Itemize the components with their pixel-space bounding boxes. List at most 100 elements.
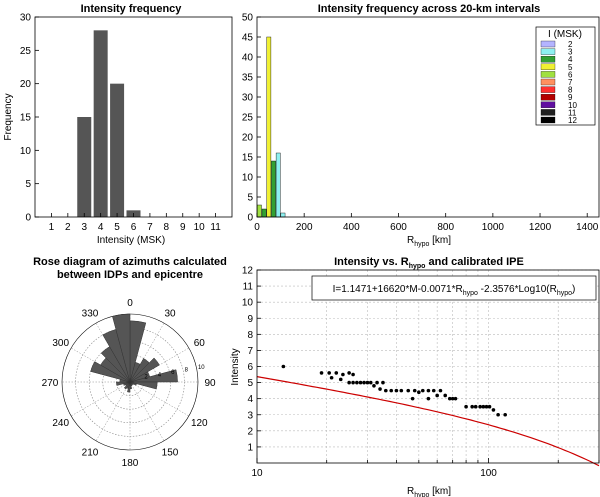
x-tick-label: 10 [251,468,263,479]
rose-radial-label: 2 [144,375,148,381]
x-tick-label: 2 [65,222,71,233]
data-point [426,396,431,401]
data-point [375,380,379,385]
legend-swatch-4 [540,56,556,63]
data-point [487,404,492,409]
data-point [319,371,324,375]
y-tick-label: 1 [247,442,253,453]
panel-frequency-by-distance: Intensity frequency across 20-km interva… [242,3,600,248]
ipe-fit-curve [256,376,600,467]
data-point [399,388,404,393]
y-tick-label: 15 [242,153,254,164]
rose-sector-45 [129,357,160,383]
y-tick-label: 11 [243,282,254,293]
equation-subscript: hypo [463,290,478,297]
bar-distance-70 [271,160,276,218]
data-point [478,404,482,409]
y-tick-label: 45 [242,33,254,44]
x-tick-label: 200 [296,222,313,233]
y-tick-label: 25 [242,113,254,124]
x-tick-label: 9 [180,222,186,233]
equation-frame [311,275,597,301]
rose-angle-label: 180 [122,458,139,469]
panel3-title-line1: Rose diagram of azimuths calculated [33,256,227,268]
data-point [473,404,478,409]
y-tick-label: 2 [247,426,253,437]
rose-angle-label: 270 [42,378,59,389]
data-point [417,390,421,395]
legend-swatch-11 [540,109,556,116]
data-point [329,375,334,380]
data-point [334,371,339,375]
y-tick-label: 10 [242,173,254,184]
y-tick-label: 10 [242,298,254,309]
y-tick-label: 4 [247,394,253,405]
data-point [358,380,363,385]
panel-intensity-vs-distance: Intensity vs. Rhypo and calibrated IPE 1… [230,256,600,497]
data-point [406,388,411,393]
rose-spoke [129,322,165,383]
data-point [351,372,355,377]
rose-spoke [129,381,165,442]
legend-label-10: 10 [568,101,577,110]
data-point [327,371,331,375]
y-tick-label: 30 [20,13,32,24]
legend-label-12: 12 [568,116,577,125]
panel1-xlabel: Intensity (MSK) [97,235,165,246]
rose-sector-75 [129,369,178,383]
x-tick-label: 10 [194,222,206,233]
legend-swatch-10 [540,101,556,108]
legend-swatch-2 [540,40,556,48]
data-point [384,388,388,393]
rose-radial-label: 4 [158,372,162,378]
x-tick-label: 400 [343,222,360,233]
legend-label-4: 4 [568,55,573,64]
y-tick-label: 20 [242,133,254,144]
bar-intensity-3 [77,117,92,217]
data-point [443,393,448,398]
y-tick-label: 5 [247,193,253,204]
panel2-xlabel: Rhypo [km] [407,235,451,248]
data-point [362,380,366,385]
data-point [372,384,376,388]
x-tick-label: 100 [480,468,497,479]
bar-intensity-5 [110,83,125,218]
equation-segment: -2.3576*Log10(R [478,284,557,295]
x-tick-label: 8 [164,222,170,233]
legend-swatch-7 [540,78,556,86]
data-point [412,388,417,393]
x-tick-label: 5 [114,222,120,233]
y-tick-label: 8 [247,330,253,341]
legend-swatch-3 [540,48,556,55]
data-point [281,364,286,369]
data-point [420,388,425,393]
legend-swatch-5 [540,63,556,70]
bar-intensity-4 [93,30,108,218]
panel1-title: Intensity frequency [81,3,183,15]
y-tick-label: 9 [247,314,253,325]
y-tick-label: 5 [25,179,31,190]
legend-swatch-9 [540,94,556,101]
bar-distance-10 [257,204,262,218]
rose-sector-255 [116,381,131,386]
panel4-title: Intensity vs. Rhypo and calibrated IPE [334,256,524,270]
equation-segment: ) [572,284,575,295]
legend-label-5: 5 [568,63,573,72]
y-tick-label: 10 [20,146,32,157]
equation-segment: I=1.1471+16620*M-0.0071*R [333,284,463,295]
x-tick-label: 0 [254,222,260,233]
legend-title: I (MSK) [548,29,582,40]
data-point [368,380,373,385]
data-point [438,388,443,393]
data-point [341,372,345,377]
y-tick-label: 7 [247,346,253,357]
data-point [381,380,385,385]
panel1-ylabel: Frequency [3,93,14,140]
data-point [447,396,452,401]
x-tick-label: 11 [210,222,221,233]
y-tick-label: 12 [242,266,254,277]
x-tick-label: 7 [147,222,153,233]
x-tick-label: 3 [81,222,87,233]
data-point [496,412,500,417]
